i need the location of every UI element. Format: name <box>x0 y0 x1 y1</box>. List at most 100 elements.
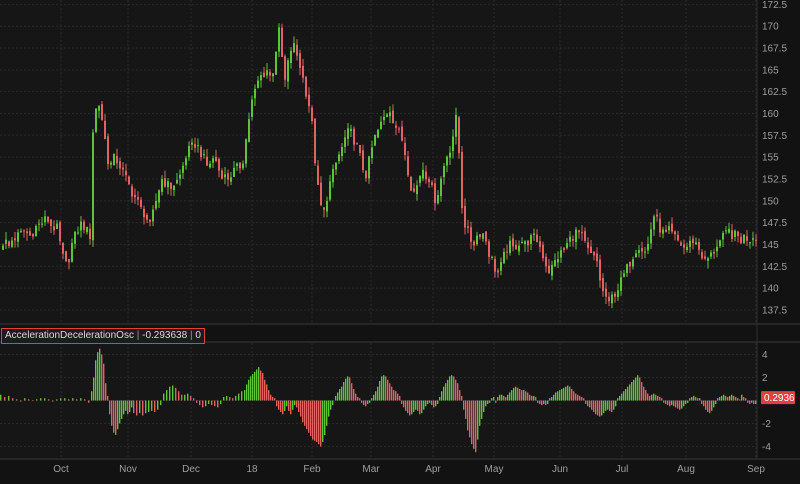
x-axis-label: Feb <box>303 464 321 475</box>
candle-body <box>95 108 97 132</box>
candle-body <box>422 169 424 179</box>
candle-body <box>338 154 340 162</box>
oscillator-bar <box>88 400 90 403</box>
candle-body <box>107 136 109 165</box>
candle-body <box>548 265 550 274</box>
oscillator-bar <box>367 400 369 404</box>
oscillator-bar <box>733 395 735 401</box>
oscillator-bar <box>44 398 46 401</box>
oscillator-bar <box>256 369 258 401</box>
candle-body <box>365 171 367 179</box>
candle-body <box>311 107 313 122</box>
candle-body <box>680 242 682 246</box>
oscillator-bar <box>597 400 599 416</box>
oscillator-bar <box>571 389 573 401</box>
oscillator-bar <box>8 395 10 401</box>
candle-body <box>737 231 739 237</box>
oscillator-bar <box>695 397 697 401</box>
oscillator-bar <box>246 384 248 401</box>
candle-body <box>89 228 91 240</box>
x-axis-label: Dec <box>182 464 200 475</box>
candle-body <box>98 106 100 111</box>
oscillator-bar <box>687 400 689 403</box>
candle-body <box>515 244 517 250</box>
oscillator-bar <box>385 376 387 401</box>
oscillator-bar <box>701 400 703 404</box>
oscillator-bar <box>589 400 591 408</box>
oscillator-bar <box>703 400 705 407</box>
candle-body <box>5 239 7 244</box>
x-axis-label: Nov <box>119 464 137 475</box>
oscillator-bar <box>276 400 278 407</box>
candle-body <box>269 72 271 76</box>
candle-body <box>572 238 574 241</box>
candle-body <box>209 163 211 168</box>
oscillator-bar <box>312 400 314 440</box>
oscillator-bar <box>115 400 117 435</box>
candle-body <box>506 251 508 253</box>
candle-body <box>41 223 43 225</box>
candle-body <box>167 181 169 188</box>
oscillator-bar <box>527 392 529 401</box>
candle-body <box>377 129 379 138</box>
oscillator-bar <box>187 393 189 401</box>
candle-body <box>14 238 16 241</box>
candle-body <box>83 221 85 230</box>
oscillator-bar <box>737 398 739 401</box>
oscillator-bar <box>373 394 375 401</box>
oscillator-tick-label: 4 <box>762 350 768 361</box>
candle-body <box>482 233 484 239</box>
oscillator-bar <box>431 400 433 406</box>
candle-body <box>410 176 412 191</box>
oscillator-bar <box>395 391 397 401</box>
candle-body <box>431 182 433 186</box>
oscillator-bar <box>258 367 260 401</box>
candle-body <box>110 162 112 165</box>
candle-body <box>152 209 154 222</box>
study-separator: | <box>136 330 140 341</box>
oscillator-bar <box>661 398 663 401</box>
study-value: -0.293638 <box>142 330 188 341</box>
oscillator-bar <box>264 379 266 401</box>
oscillator-bar <box>52 400 54 402</box>
oscillator-bar <box>250 376 252 401</box>
candle-body <box>557 259 559 263</box>
oscillator-bar <box>717 398 719 401</box>
oscillator-bar <box>567 385 569 401</box>
oscillator-bar <box>637 375 639 401</box>
candle-body <box>458 117 460 154</box>
oscillator-bar <box>97 352 99 401</box>
oscillator-bar <box>262 372 264 401</box>
oscillator-bar <box>208 400 210 404</box>
oscillator-bar <box>551 397 553 401</box>
oscillator-bar <box>463 400 465 410</box>
oscillator-bar <box>56 399 58 401</box>
oscillator-bar <box>282 400 284 415</box>
oscillator-bar <box>685 400 687 404</box>
oscillator-bar <box>441 391 443 401</box>
oscillator-bar <box>471 400 473 445</box>
oscillator-bar <box>443 386 445 401</box>
candle-body <box>563 248 565 250</box>
candle-body <box>449 152 451 158</box>
candle-body <box>149 219 151 222</box>
candle-body <box>134 194 136 198</box>
oscillator-bar <box>437 400 439 404</box>
candle-body <box>29 231 31 236</box>
oscillator-bar <box>335 395 337 401</box>
candle-body <box>488 241 490 257</box>
candle-body <box>401 126 403 141</box>
oscillator-bar <box>653 393 655 401</box>
study-zero: 0 <box>195 330 201 341</box>
oscillator-bar <box>713 400 715 408</box>
candle-body <box>59 222 61 242</box>
candle-body <box>155 200 157 209</box>
candle-body <box>119 161 121 169</box>
oscillator-bar <box>541 400 543 406</box>
oscillator-bar <box>519 389 521 401</box>
study-label[interactable]: AccelerationDecelerationOsc | -0.293638 … <box>1 328 205 344</box>
candle-body <box>551 264 553 276</box>
x-axis-label: Mar <box>362 464 380 475</box>
oscillator-bar <box>184 394 186 401</box>
